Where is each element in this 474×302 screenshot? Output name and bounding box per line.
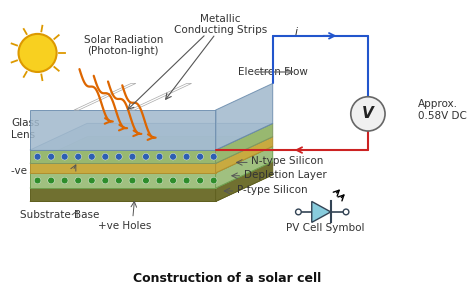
Polygon shape: [30, 173, 216, 188]
Polygon shape: [30, 150, 216, 163]
Polygon shape: [30, 124, 273, 150]
Text: PV Cell Symbol: PV Cell Symbol: [286, 223, 365, 233]
Text: P-type Silicon: P-type Silicon: [237, 185, 308, 195]
Circle shape: [89, 153, 95, 160]
Circle shape: [61, 177, 68, 184]
Text: Glass
Lens: Glass Lens: [11, 118, 39, 140]
Circle shape: [183, 177, 190, 184]
Polygon shape: [30, 146, 273, 173]
Circle shape: [170, 177, 176, 184]
Polygon shape: [216, 162, 273, 201]
Text: +ve Holes: +ve Holes: [99, 221, 152, 231]
Circle shape: [296, 209, 301, 215]
Circle shape: [197, 177, 203, 184]
Circle shape: [34, 177, 41, 184]
Polygon shape: [216, 137, 273, 173]
Polygon shape: [216, 146, 273, 188]
Circle shape: [61, 153, 68, 160]
Circle shape: [210, 153, 217, 160]
Circle shape: [143, 177, 149, 184]
Text: Solar Radiation
(Photon-light): Solar Radiation (Photon-light): [83, 34, 163, 56]
Circle shape: [129, 177, 136, 184]
Circle shape: [18, 34, 56, 72]
Polygon shape: [74, 83, 136, 110]
Circle shape: [89, 177, 95, 184]
Circle shape: [48, 177, 55, 184]
Circle shape: [129, 153, 136, 160]
Text: i: i: [295, 27, 298, 37]
Polygon shape: [30, 162, 273, 188]
Circle shape: [183, 153, 190, 160]
Circle shape: [197, 153, 203, 160]
Text: Approx.
0.58V DC: Approx. 0.58V DC: [419, 99, 467, 121]
Circle shape: [102, 177, 109, 184]
Circle shape: [210, 177, 217, 184]
Circle shape: [116, 177, 122, 184]
Circle shape: [170, 153, 176, 160]
Polygon shape: [30, 188, 216, 201]
Polygon shape: [216, 124, 273, 163]
Circle shape: [343, 209, 349, 215]
Polygon shape: [130, 83, 191, 110]
Text: V: V: [362, 106, 374, 121]
Polygon shape: [30, 110, 216, 150]
Text: Metallic
Conducting Strips: Metallic Conducting Strips: [174, 14, 267, 35]
Polygon shape: [312, 201, 331, 222]
Circle shape: [116, 153, 122, 160]
Circle shape: [75, 177, 82, 184]
Circle shape: [48, 153, 55, 160]
Text: Construction of a solar cell: Construction of a solar cell: [133, 272, 321, 285]
Circle shape: [34, 153, 41, 160]
Circle shape: [156, 153, 163, 160]
Text: Electron Flow: Electron Flow: [238, 67, 308, 77]
Text: N-type Silicon: N-type Silicon: [251, 156, 323, 166]
Polygon shape: [30, 163, 216, 173]
Text: Substrate Base: Substrate Base: [20, 210, 100, 220]
Text: Depletion Layer: Depletion Layer: [244, 170, 327, 180]
Circle shape: [143, 153, 149, 160]
Polygon shape: [30, 137, 273, 163]
Circle shape: [351, 97, 385, 131]
Polygon shape: [216, 83, 273, 150]
Polygon shape: [30, 175, 273, 201]
Text: -ve Electrons: -ve Electrons: [11, 166, 79, 176]
Circle shape: [75, 153, 82, 160]
Circle shape: [102, 153, 109, 160]
Circle shape: [156, 177, 163, 184]
